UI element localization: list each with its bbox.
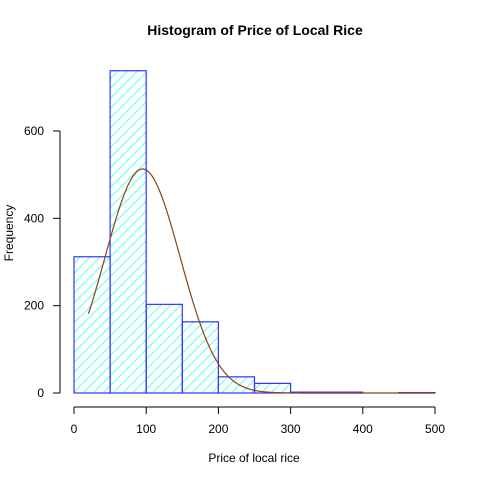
histogram-bar <box>145 303 183 394</box>
y-tick-label: 0 <box>37 386 44 400</box>
x-axis-label: Price of local rice <box>208 451 300 465</box>
y-axis-label: Frequency <box>2 205 16 262</box>
x-axis: 0 100 200 300 400 500 <box>71 406 445 436</box>
y-tick-label: 400 <box>24 211 44 225</box>
y-tick-label: 200 <box>24 299 44 313</box>
chart-title: Histogram of Price of Local Rice <box>147 22 363 38</box>
density-curve-layer <box>87 168 435 394</box>
x-tick-label: 500 <box>425 422 445 436</box>
x-tick-label: 0 <box>71 422 78 436</box>
x-tick-label: 200 <box>208 422 228 436</box>
histogram-bar <box>181 321 220 394</box>
density-curve <box>87 168 435 394</box>
y-tick-label: 600 <box>24 124 44 138</box>
y-axis: 0 200 400 600 <box>24 124 61 400</box>
histogram-bar <box>217 376 256 394</box>
x-tick-label: 300 <box>281 422 301 436</box>
x-tick-label: 400 <box>353 422 373 436</box>
histogram-bars <box>73 70 436 394</box>
histogram-bar <box>109 70 147 394</box>
histogram-bar <box>73 256 111 394</box>
x-tick-label: 100 <box>136 422 156 436</box>
